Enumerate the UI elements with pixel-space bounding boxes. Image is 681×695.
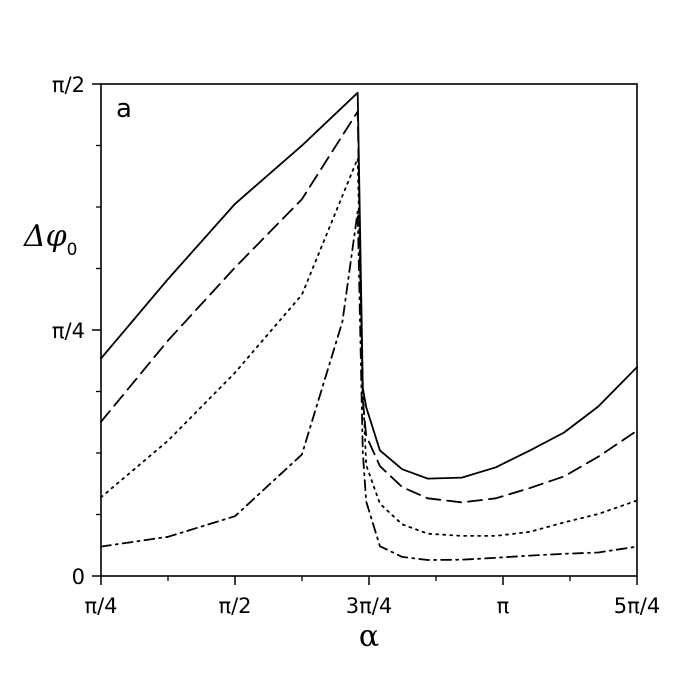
- series-line-dotted: [100, 157, 638, 537]
- x-tick-label: π/2: [218, 594, 251, 618]
- x-axis-label: α: [359, 619, 379, 654]
- y-axis-label-main: Δφ: [23, 219, 67, 254]
- y-tick-label: π/4: [52, 319, 85, 343]
- y-tick-label: π/2: [52, 73, 85, 97]
- series-lines: [100, 91, 638, 561]
- y-axis-label-subscript: 0: [67, 240, 78, 260]
- y-axis-label: Δφ0: [23, 219, 78, 260]
- series-line-dashed: [100, 110, 638, 504]
- x-tick-label: 5π/4: [614, 594, 660, 618]
- x-tick-labels: π/4 π/2 3π/4 π 5π/4: [84, 594, 660, 618]
- y-tick-label: 0: [72, 565, 85, 589]
- major-ticks: [92, 83, 638, 585]
- plot-frame: [100, 83, 638, 577]
- minor-ticks: [96, 144, 571, 581]
- x-tick-label: π: [497, 594, 510, 618]
- series-line-solid: [100, 91, 638, 480]
- panel-label: a: [116, 94, 132, 124]
- series-line-dashdot: [100, 210, 638, 561]
- x-tick-label: 3π/4: [346, 594, 392, 618]
- x-tick-label: π/4: [84, 594, 117, 618]
- y-tick-labels: 0 π/4 π/2: [52, 73, 85, 589]
